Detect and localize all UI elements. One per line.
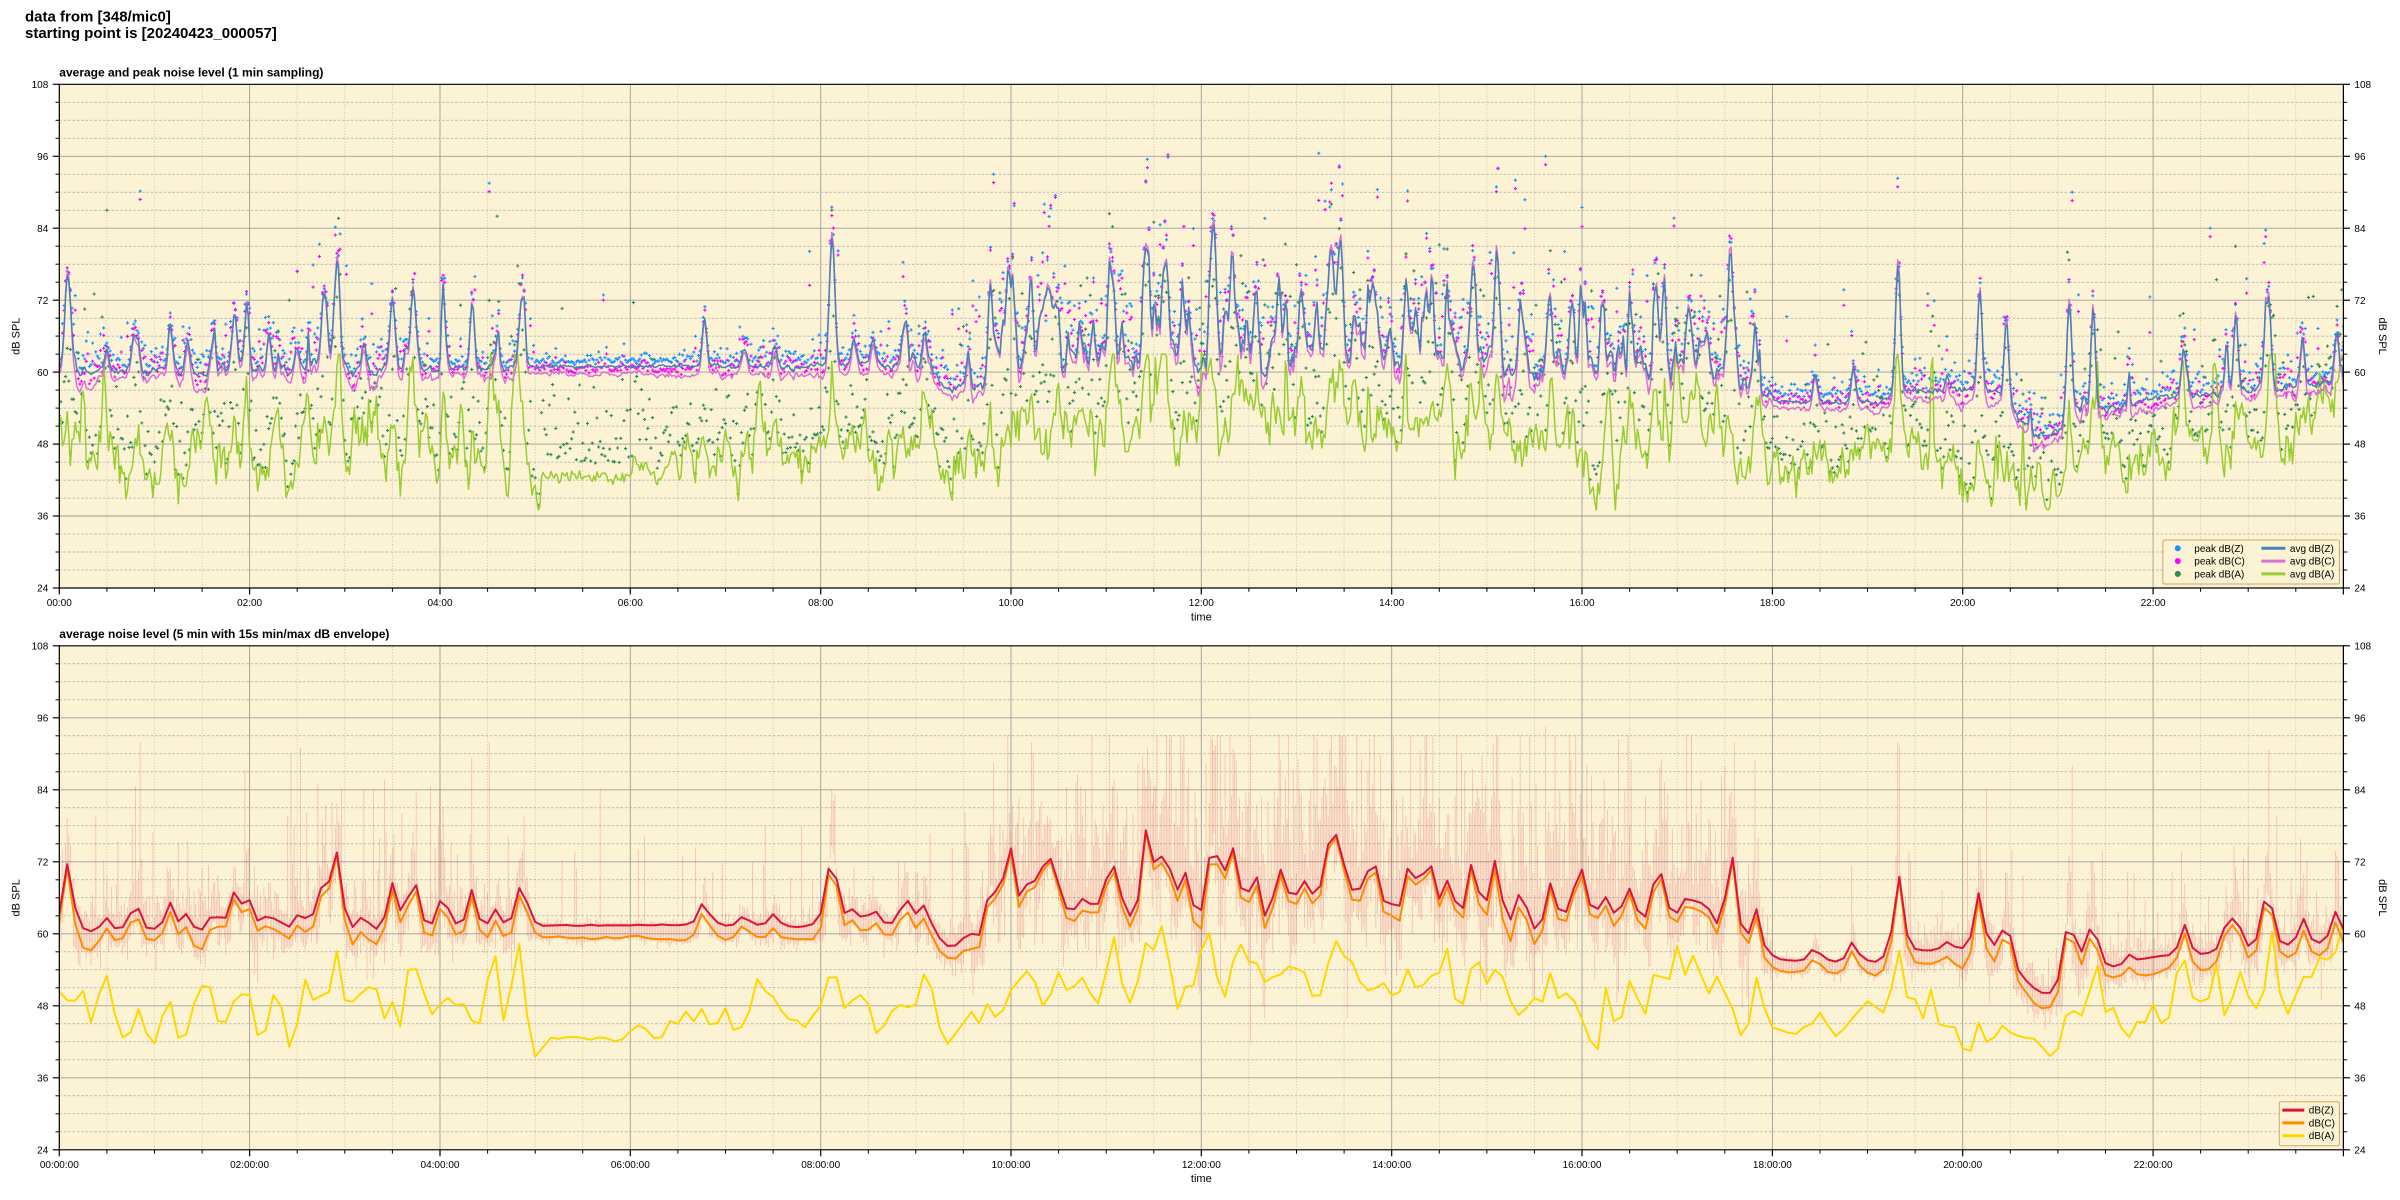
- svg-text:84: 84: [2354, 224, 2366, 235]
- svg-text:96: 96: [2354, 713, 2366, 724]
- svg-text:48: 48: [37, 440, 49, 451]
- svg-text:60: 60: [2354, 929, 2366, 940]
- svg-text:time: time: [1191, 1173, 1212, 1185]
- svg-text:06:00:00: 06:00:00: [611, 1160, 650, 1171]
- svg-text:14:00:00: 14:00:00: [1372, 1160, 1411, 1171]
- svg-text:12:00: 12:00: [1189, 598, 1214, 609]
- svg-text:average noise level (5 min wit: average noise level (5 min with 15s min/…: [59, 627, 389, 641]
- svg-text:avg dB(A): avg dB(A): [2290, 569, 2334, 580]
- svg-text:dB SPL: dB SPL: [2376, 317, 2388, 354]
- svg-text:dB SPL: dB SPL: [2376, 879, 2388, 916]
- svg-text:72: 72: [2354, 857, 2366, 868]
- svg-text:08:00:00: 08:00:00: [801, 1160, 840, 1171]
- svg-text:02:00:00: 02:00:00: [230, 1160, 269, 1171]
- svg-text:84: 84: [37, 785, 49, 796]
- svg-text:08:00: 08:00: [808, 598, 833, 609]
- svg-text:108: 108: [32, 80, 49, 91]
- svg-text:14:00: 14:00: [1379, 598, 1404, 609]
- svg-text:72: 72: [37, 296, 49, 307]
- svg-text:peak dB(Z): peak dB(Z): [2194, 544, 2243, 555]
- svg-text:peak dB(C): peak dB(C): [2194, 557, 2245, 568]
- svg-text:10:00: 10:00: [998, 598, 1023, 609]
- svg-text:36: 36: [37, 512, 49, 523]
- svg-text:20:00:00: 20:00:00: [1943, 1160, 1982, 1171]
- svg-text:18:00:00: 18:00:00: [1753, 1160, 1792, 1171]
- svg-text:60: 60: [2354, 368, 2366, 379]
- svg-text:02:00: 02:00: [237, 598, 262, 609]
- svg-text:dB SPL: dB SPL: [10, 879, 22, 916]
- svg-text:72: 72: [37, 857, 49, 868]
- svg-text:24: 24: [2354, 1145, 2366, 1156]
- svg-text:12:00:00: 12:00:00: [1182, 1160, 1221, 1171]
- svg-text:16:00:00: 16:00:00: [1563, 1160, 1602, 1171]
- svg-text:06:00: 06:00: [618, 598, 643, 609]
- svg-text:20:00: 20:00: [1950, 598, 1975, 609]
- svg-text:peak dB(A): peak dB(A): [2194, 569, 2244, 580]
- svg-text:22:00: 22:00: [2141, 598, 2166, 609]
- svg-text:96: 96: [37, 152, 49, 163]
- svg-text:84: 84: [37, 224, 49, 235]
- svg-text:04:00: 04:00: [427, 598, 452, 609]
- svg-text:time: time: [1191, 611, 1212, 623]
- svg-text:60: 60: [37, 368, 49, 379]
- svg-text:04:00:00: 04:00:00: [421, 1160, 460, 1171]
- svg-text:24: 24: [37, 1145, 49, 1156]
- svg-text:avg dB(Z): avg dB(Z): [2290, 544, 2334, 555]
- svg-text:36: 36: [37, 1073, 49, 1084]
- svg-text:72: 72: [2354, 296, 2366, 307]
- svg-text:60: 60: [37, 929, 49, 940]
- svg-text:96: 96: [2354, 152, 2366, 163]
- svg-text:00:00: 00:00: [47, 598, 72, 609]
- svg-text:dB SPL: dB SPL: [10, 318, 22, 355]
- svg-text:18:00: 18:00: [1760, 598, 1785, 609]
- svg-text:24: 24: [37, 584, 49, 595]
- svg-text:data from [348/mic0]: data from [348/mic0]: [25, 8, 171, 25]
- svg-text:dB(A): dB(A): [2309, 1131, 2335, 1142]
- svg-text:84: 84: [2354, 785, 2366, 796]
- svg-text:dB(C): dB(C): [2309, 1118, 2335, 1129]
- svg-text:average and peak noise level (: average and peak noise level (1 min samp…: [59, 65, 323, 79]
- svg-text:22:00:00: 22:00:00: [2134, 1160, 2173, 1171]
- svg-text:dB(Z): dB(Z): [2309, 1106, 2334, 1117]
- svg-text:avg dB(C): avg dB(C): [2290, 557, 2335, 568]
- svg-text:108: 108: [32, 641, 49, 652]
- svg-text:108: 108: [2354, 641, 2371, 652]
- svg-text:36: 36: [2354, 1073, 2366, 1084]
- svg-text:48: 48: [2354, 1001, 2366, 1012]
- svg-text:48: 48: [37, 1001, 49, 1012]
- svg-text:36: 36: [2354, 512, 2366, 523]
- svg-text:00:00:00: 00:00:00: [40, 1160, 79, 1171]
- svg-text:10:00:00: 10:00:00: [992, 1160, 1031, 1171]
- svg-text:96: 96: [37, 713, 49, 724]
- svg-text:48: 48: [2354, 440, 2366, 451]
- svg-text:108: 108: [2354, 80, 2371, 91]
- svg-text:16:00: 16:00: [1569, 598, 1594, 609]
- svg-text:24: 24: [2354, 584, 2366, 595]
- svg-text:starting point is [20240423_00: starting point is [20240423_000057]: [25, 25, 277, 42]
